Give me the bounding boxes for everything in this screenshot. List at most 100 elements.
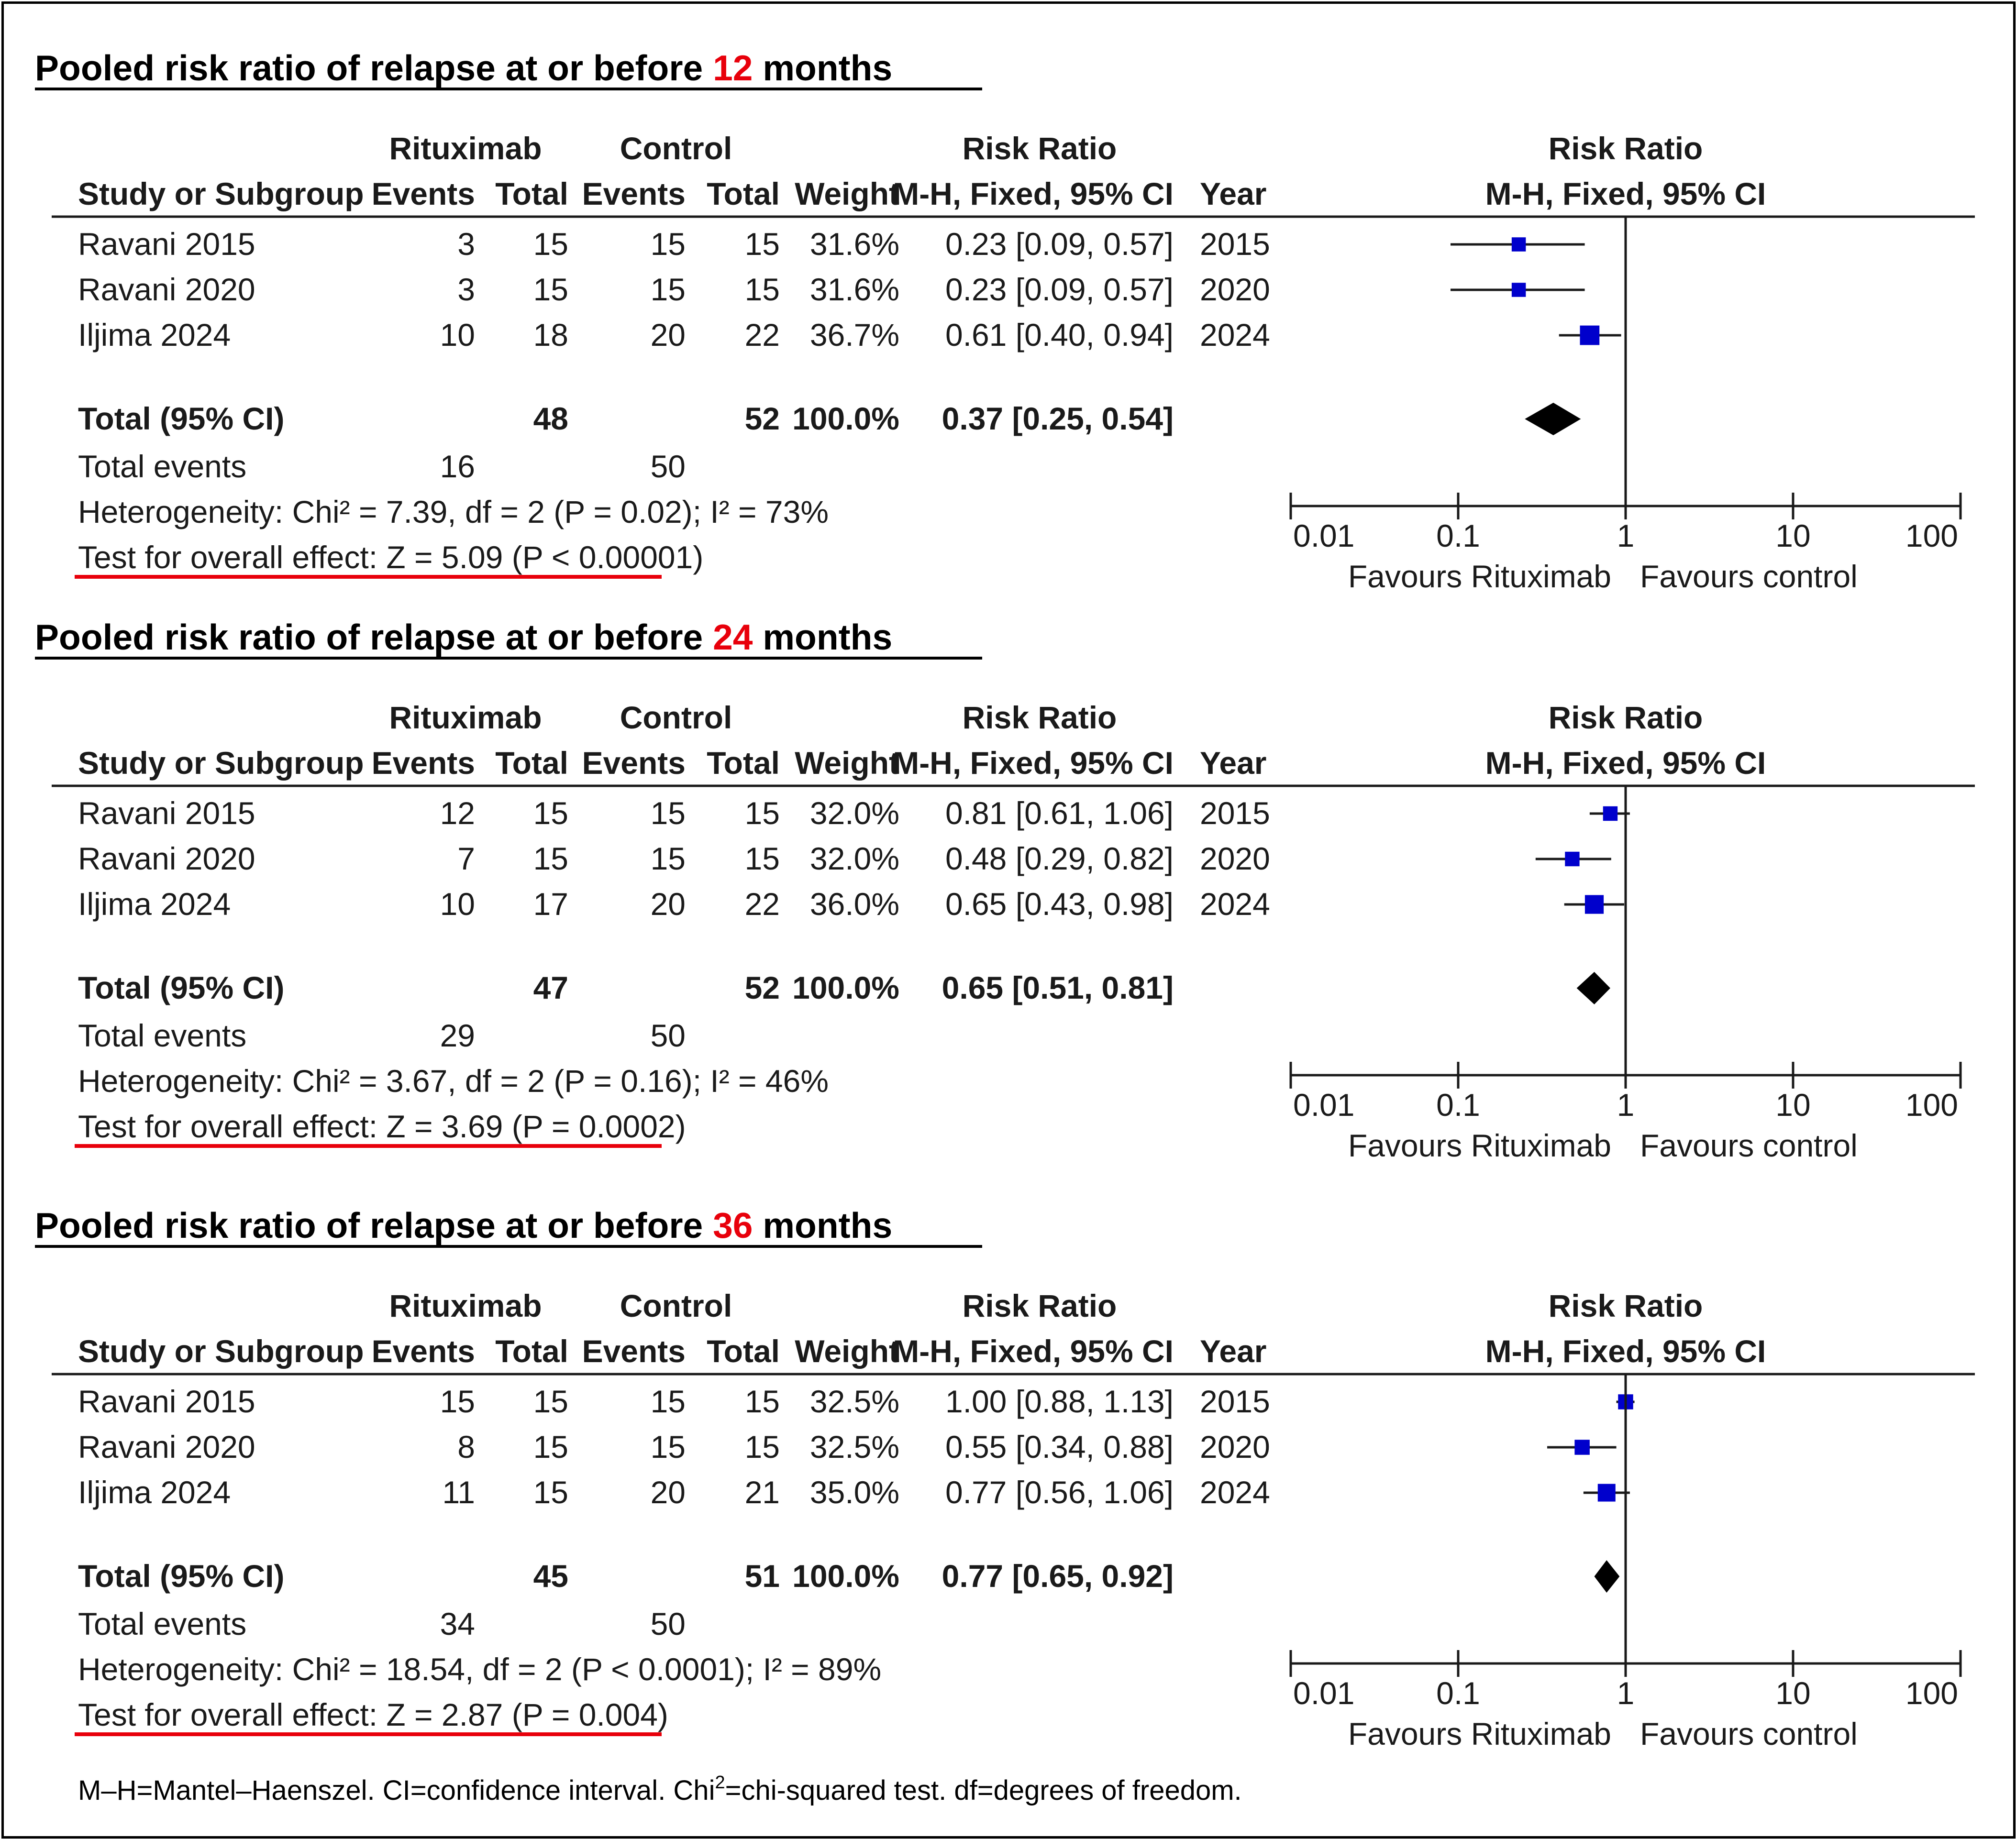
study-row: Ravani 2020 7 15 15 15 32.0% 0.48 [0.29, 0.82]… [78,841,1611,876]
panel-title: Pooled risk ratio of relapse at or befor… [35,48,892,88]
total-n-control: 52 [745,970,780,1005]
study-name: Ravani 2020 [78,841,255,876]
header-total-1: Total [495,1333,568,1369]
events-control: 15 [651,226,686,262]
total-events-control: 50 [651,1606,686,1641]
heterogeneity-text: Heterogeneity: Chi² = 7.39, df = 2 (P = … [78,494,829,529]
header-total-2: Total [707,176,780,211]
study-year: 2020 [1200,272,1270,307]
study-ci: 0.48 [0.29, 0.82] [945,841,1174,876]
pooled-diamond [1576,972,1610,1004]
study-row: Iljima 2024 10 18 20 22 36.7% 0.61 [0.40, 0.94… [78,317,1621,352]
study-name: Ravani 2015 [78,795,255,831]
total-events-label: Total events [78,1606,246,1641]
study-row: Ravani 2020 8 15 15 15 32.5% 0.55 [0.34, 0.88]… [78,1429,1617,1465]
total-control: 15 [745,1429,780,1465]
effect-marker [1603,806,1618,821]
study-ci: 0.61 [0.40, 0.94] [945,317,1174,352]
total-control: 21 [745,1475,780,1510]
study-ci: 0.55 [0.34, 0.88] [945,1429,1174,1465]
total-control: 15 [745,841,780,876]
total-events-control: 50 [651,1018,686,1053]
header-year: Year [1200,745,1266,781]
study-year: 2024 [1200,317,1270,352]
study-name: Ravani 2015 [78,226,255,262]
study-year: 2024 [1200,1475,1270,1510]
study-weight: 32.0% [810,841,899,876]
overall-effect-text: Test for overall effect: Z = 3.69 (P = 0… [78,1109,686,1144]
header-risk-ratio: Risk Ratio [963,131,1117,166]
events-rituximab: 3 [457,272,475,307]
total-control: 22 [745,886,780,922]
header-weight: Weight [795,176,899,211]
header-control: Control [620,1288,732,1323]
x-tick-label: 1 [1617,518,1635,553]
plot-header-title: Risk Ratio [1549,131,1703,166]
study-weight: 36.7% [810,317,899,352]
plot-header-sub: M-H, Fixed, 95% CI [1485,1333,1766,1369]
total-control: 15 [745,1384,780,1419]
x-tick-label: 1 [1617,1675,1635,1711]
effect-marker [1580,325,1600,345]
events-rituximab: 15 [440,1384,475,1419]
total-label: Total (95% CI) [78,1558,284,1594]
total-rituximab: 15 [533,795,568,831]
total-ci: 0.77 [0.65, 0.92] [942,1558,1174,1594]
total-events-label: Total events [78,1018,246,1053]
x-tick-label: 0.01 [1293,1087,1354,1123]
study-ci: 0.23 [0.09, 0.57] [945,226,1174,262]
favours-rituximab-label: Favours Rituximab [1348,1128,1611,1163]
events-rituximab: 3 [457,226,475,262]
total-n-control: 51 [745,1558,780,1594]
total-rituximab: 15 [533,841,568,876]
panel-title-text: Pooled risk ratio of relapse at or befor… [35,1205,713,1245]
pooled-diamond [1594,1560,1620,1593]
header-control: Control [620,700,732,735]
panel-title-suffix: months [753,1205,893,1245]
favours-control-label: Favours control [1640,559,1858,594]
heterogeneity-text: Heterogeneity: Chi² = 3.67, df = 2 (P = … [78,1063,829,1099]
study-name: Ravani 2020 [78,1429,255,1465]
header-rituximab: Rituximab [389,131,542,166]
panel-title-text: Pooled risk ratio of relapse at or befor… [35,48,713,88]
events-control: 15 [651,272,686,307]
events-rituximab: 10 [440,886,475,922]
events-control: 15 [651,795,686,831]
overall-effect-text: Test for overall effect: Z = 5.09 (P < 0… [78,540,703,575]
favours-rituximab-label: Favours Rituximab [1348,1716,1611,1751]
events-rituximab: 8 [457,1429,475,1465]
total-events-label: Total events [78,449,246,484]
study-name: Iljima 2024 [78,1475,231,1510]
study-name: Iljima 2024 [78,886,231,922]
header-total-1: Total [495,745,568,781]
study-year: 2015 [1200,226,1270,262]
header-year: Year [1200,176,1266,211]
effect-marker [1511,283,1526,297]
total-row: Total (95% CI) 48 52 100.0% 0.37 [0.25, 0.54… [78,401,1581,436]
study-year: 2020 [1200,841,1270,876]
header-total-1: Total [495,176,568,211]
effect-marker [1597,1484,1616,1502]
study-row: Ravani 2020 3 15 15 15 31.6% 0.23 [0.09, 0.57]… [78,272,1585,307]
total-events-control: 50 [651,449,686,484]
effect-marker [1584,895,1604,914]
study-weight: 32.5% [810,1429,899,1465]
x-tick-label: 10 [1775,1087,1810,1123]
study-weight: 36.0% [810,886,899,922]
plot-header-sub: M-H, Fixed, 95% CI [1485,176,1766,211]
total-n-rituximab: 45 [533,1558,568,1594]
header-study: Study or Subgroup [78,1333,364,1369]
heterogeneity-text: Heterogeneity: Chi² = 18.54, df = 2 (P <… [78,1652,881,1687]
header-mh: M-H, Fixed, 95% CI [893,1333,1174,1369]
x-tick-label: 100 [1905,1087,1958,1123]
total-n-rituximab: 47 [533,970,568,1005]
footnote-superscript: 2 [715,1773,725,1793]
study-weight: 31.6% [810,226,899,262]
total-events-rituximab: 34 [440,1606,475,1641]
study-row: Ravani 2015 15 15 15 15 32.5% 1.00 [0.88, 1.13… [78,1384,1635,1419]
panel-title-text: Pooled risk ratio of relapse at or befor… [35,617,713,657]
total-ci: 0.65 [0.51, 0.81] [942,970,1174,1005]
events-rituximab: 7 [457,841,475,876]
total-n-rituximab: 48 [533,401,568,436]
header-rituximab: Rituximab [389,700,542,735]
